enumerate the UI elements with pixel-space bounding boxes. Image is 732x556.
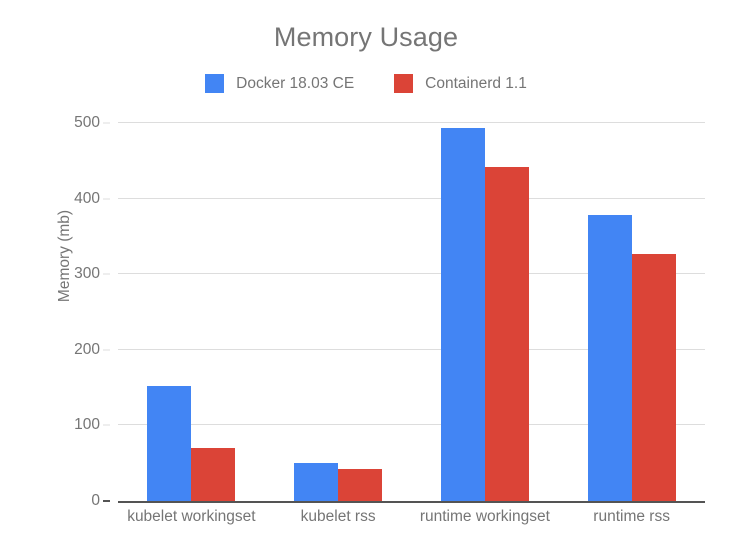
y-axis-tick-mark xyxy=(103,198,110,200)
y-axis-tick-label: 0 xyxy=(91,492,100,509)
legend-entry-docker[interactable]: Docker 18.03 CE xyxy=(205,74,354,93)
y-axis-tick-mark xyxy=(103,500,110,502)
legend-label-containerd: Containerd 1.1 xyxy=(425,74,527,92)
gridline xyxy=(118,122,705,123)
bar-containerd-1-1-kubelet-rss[interactable] xyxy=(338,468,383,501)
bar-docker-18-03-ce-kubelet-workingset[interactable] xyxy=(147,386,192,501)
y-axis-tick-mark xyxy=(103,424,110,426)
gridline xyxy=(118,348,705,350)
gridline xyxy=(118,424,705,426)
bar-docker-18-03-ce-kubelet-rss[interactable] xyxy=(294,463,339,501)
bar-containerd-1-1-kubelet-workingset[interactable] xyxy=(191,448,236,501)
x-axis-tick-label: kubelet workingset xyxy=(127,508,256,525)
legend-swatch-icon-docker xyxy=(205,74,225,93)
y-axis-tick-label: 100 xyxy=(74,416,100,434)
bars-layer xyxy=(118,123,705,501)
legend-label-docker: Docker 18.03 CE xyxy=(236,74,355,92)
bar-containerd-1-1-runtime-rss[interactable] xyxy=(631,253,676,501)
x-axis-tick-labels: kubelet workingset kubelet rss runtime wor… xyxy=(118,508,705,536)
chart-title: Memory Usage xyxy=(273,22,459,52)
y-axis-tick-label: 400 xyxy=(74,189,100,207)
plot-area xyxy=(118,122,705,503)
bar-docker-18-03-ce-runtime-workingset[interactable] xyxy=(440,128,485,501)
x-axis-tick-label: runtime rss xyxy=(593,508,670,525)
x-axis-tick-label: runtime workingset xyxy=(419,508,550,525)
y-axis-tick-labels: 0 100 200 300 400 500 xyxy=(48,114,110,509)
legend-entry-containerd[interactable]: Containerd 1.1 xyxy=(394,74,527,93)
chart-legend: Docker 18.03 CE Containerd 1.1 xyxy=(0,74,732,93)
y-axis-tick-label: 200 xyxy=(74,340,100,358)
x-axis-line xyxy=(118,501,705,503)
x-axis-tick-label: kubelet rss xyxy=(300,508,376,525)
y-axis-tick-label: 300 xyxy=(74,265,100,283)
bar-docker-18-03-ce-runtime-rss[interactable] xyxy=(587,215,632,501)
gridline xyxy=(118,273,705,275)
y-axis-tick-label: 500 xyxy=(74,114,100,131)
y-axis-tick-mark xyxy=(103,122,110,124)
y-axis-tick-mark xyxy=(103,349,110,351)
bar-containerd-1-1-runtime-workingset[interactable] xyxy=(484,166,529,501)
legend-swatch-icon-containerd xyxy=(394,74,414,93)
gridline xyxy=(118,197,705,199)
y-axis-tick-mark xyxy=(103,273,110,275)
